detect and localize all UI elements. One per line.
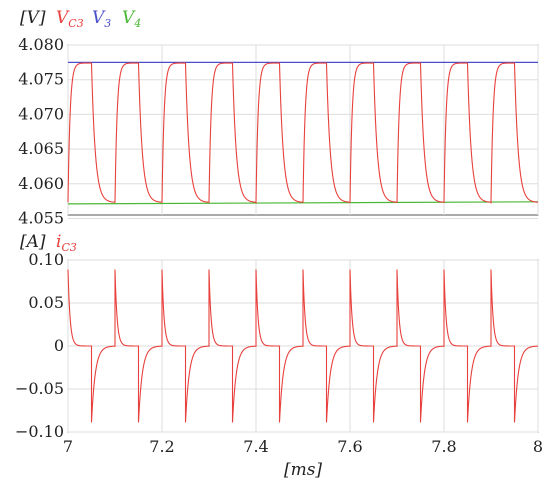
y-tick-label: 4.065 [18,139,64,158]
y-tick-label: 0 [54,336,64,355]
current-panel: 0.10 0.05 0 −0.05 −0.10 7 7.2 7.4 7.6 7.8 8 [A] i… [15,232,543,480]
y-tick-label: 0.10 [28,250,64,269]
current-y-ticks: 0.10 0.05 0 −0.05 −0.10 [15,250,64,441]
legend-ic3: iC3 [56,232,77,254]
voltage-series [67,61,539,205]
current-unit-label: [A] [20,232,46,252]
voltage-unit-label: [V] [20,8,46,28]
x-tick-label: 7.8 [431,437,456,456]
x-tick-label: 7.4 [243,437,268,456]
legend-vc3: VC3 [56,8,84,30]
series-vc3-line [67,62,539,205]
y-tick-label: −0.05 [15,379,64,398]
legend-v3: V3 [92,8,111,30]
voltage-y-ticks: 4.080 4.075 4.070 4.065 4.060 4.055 [18,35,64,227]
y-tick-label: 4.080 [18,35,64,54]
voltage-legend: VC3 V3 V4 [56,8,141,30]
y-tick-label: 4.055 [18,208,64,227]
x-tick-label: 7.2 [149,437,174,456]
legend-v4: V4 [122,8,141,30]
series-v4-line [67,201,539,205]
x-tick-label: 7 [63,437,73,456]
y-tick-label: 0.05 [28,293,64,312]
y-tick-label: 4.075 [18,70,64,89]
current-x-ticks: 7 7.2 7.4 7.6 7.8 8 [63,437,543,456]
series-ic3-line [67,269,538,423]
voltage-panel: 4.080 4.075 4.070 4.065 4.060 4.055 [V] VC3 V… [18,8,539,227]
x-tick-label: 8 [533,437,543,456]
x-tick-label: 7.6 [337,437,362,456]
y-tick-label: −0.10 [15,422,64,441]
y-tick-label: 4.060 [18,174,64,193]
y-tick-label: 4.070 [18,104,64,123]
x-axis-label: [ms] [284,460,322,480]
current-series [67,269,538,423]
